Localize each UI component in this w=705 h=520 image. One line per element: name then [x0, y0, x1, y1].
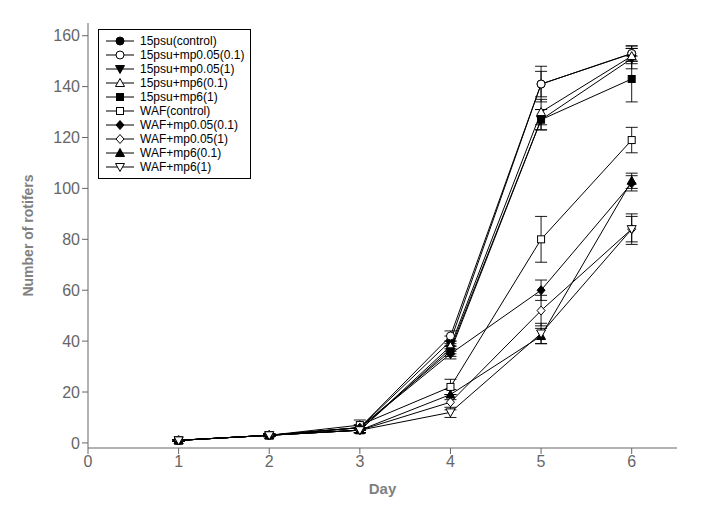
html-text:WAF+mp0.05(1): WAF+mp0.05(1): [140, 132, 228, 146]
html-text:15psu+mp6(1): 15psu+mp6(1): [140, 90, 218, 104]
html-text:15psu+mp0.05(1): 15psu+mp0.05(1): [140, 62, 235, 76]
html-text:WAF+mp6(0.1): WAF+mp6(0.1): [140, 146, 222, 160]
svg-text:1: 1: [174, 453, 183, 470]
html-text:15psu+mp0.05(0.1): 15psu+mp0.05(0.1): [140, 48, 245, 62]
svg-text:60: 60: [62, 282, 80, 299]
svg-text:0: 0: [71, 435, 80, 452]
html-text:WAF(control): WAF(control): [140, 104, 211, 118]
svg-text:120: 120: [53, 129, 80, 146]
svg-text:2: 2: [265, 453, 274, 470]
svg-text:20: 20: [62, 384, 80, 401]
svg-text:140: 140: [53, 78, 80, 95]
svg-text:80: 80: [62, 231, 80, 248]
svg-text:Number of rotifers: Number of rotifers: [20, 174, 36, 296]
svg-text:160: 160: [53, 27, 80, 44]
svg-text:100: 100: [53, 180, 80, 197]
html-text:15psu+mp6(0.1): 15psu+mp6(0.1): [140, 76, 228, 90]
svg-text:0: 0: [84, 453, 93, 470]
svg-text:Day: Day: [369, 480, 397, 497]
svg-text:40: 40: [62, 333, 80, 350]
svg-text:4: 4: [446, 453, 455, 470]
html-text:WAF+mp0.05(0.1): WAF+mp0.05(0.1): [140, 118, 238, 132]
svg-text:6: 6: [627, 453, 636, 470]
svg-text:5: 5: [537, 453, 546, 470]
html-text:WAF+mp6(1): WAF+mp6(1): [140, 160, 212, 174]
svg-text:3: 3: [355, 453, 364, 470]
html-text:15psu(control): 15psu(control): [140, 34, 217, 48]
